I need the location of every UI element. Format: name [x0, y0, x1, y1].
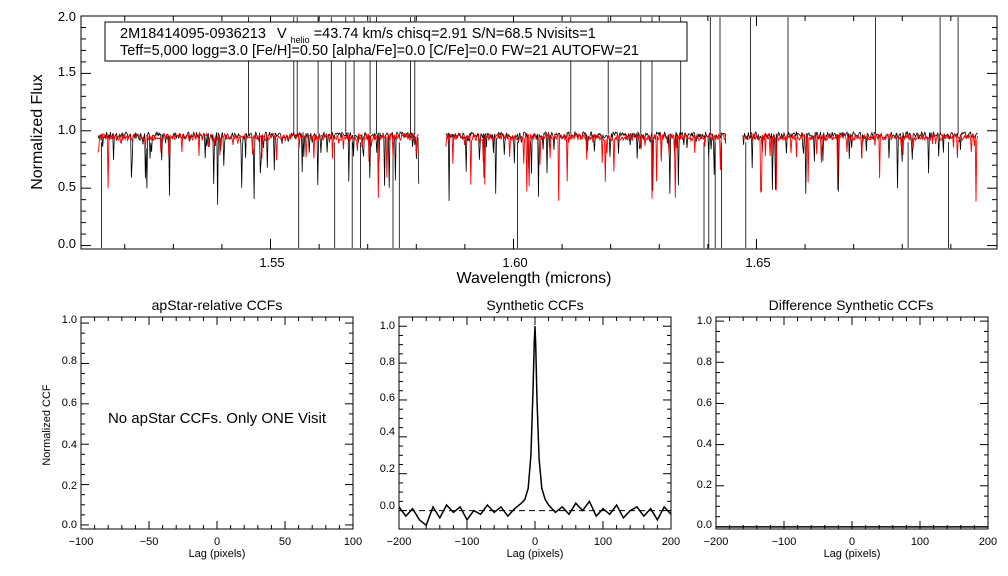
spectrum-xtick-1.60: 1.60 — [502, 255, 527, 270]
annotation-box — [104, 21, 688, 62]
difference-ccf-xtick-m100: −100 — [772, 536, 797, 548]
difference-ccf-ytick-0.6: 0.6 — [697, 397, 712, 409]
synthetic-ccf-title: Synthetic CCFs — [486, 297, 583, 313]
apstar-ccf-ylabel: Normalized CCF — [41, 384, 53, 466]
apstar-ccf-ytick-0.0: 0.0 — [62, 519, 77, 531]
synthetic-ccf-ytick-0.0: 0.0 — [380, 500, 395, 512]
apstar-ccf-xtick-m100: −100 — [69, 536, 94, 548]
synthetic-ccf-xtick-m100: −100 — [455, 536, 480, 548]
annotation-line-2: Teff=5,000 logg=3.0 [Fe/H]=0.50 [alpha/F… — [120, 43, 639, 59]
synthetic-ccf-ticks — [398, 317, 672, 529]
spectrum-ticks — [81, 15, 997, 249]
difference-ccf-ticks — [715, 317, 989, 529]
spectrum-panel: 2.0 1.5 1.0 0.5 0.0 1.55 1.60 1.65 Wavel… — [29, 9, 998, 287]
apstar-ccf-ytick-0.6: 0.6 — [62, 397, 77, 409]
annotation-v-value: =43.74 km/s chisq=2.91 S/N=68.5 Nvisits=… — [314, 26, 596, 42]
annotation-star-id: 2M18414095-0936213 — [120, 26, 266, 42]
apstar-ccf-xlabel: Lag (pixels) — [189, 548, 246, 560]
spectrum-ylabel: Normalized Flux — [29, 74, 46, 190]
synthetic-ccf-frame — [398, 316, 672, 530]
spectrum-xlabel: Wavelength (microns) — [456, 270, 611, 287]
spectrum-line-synthetic — [97, 132, 979, 202]
synthetic-ccf-xtick-0: 0 — [532, 536, 538, 548]
apstar-ccf-xtick-50: 50 — [279, 536, 291, 548]
apstar-ccf-xtick-0: 0 — [214, 536, 220, 548]
apstar-ccf-panel: apStar-relative CCFs 0.0 0.2 0.4 0.6 0.8… — [41, 297, 362, 560]
difference-ccf-ytick-1.0: 1.0 — [697, 315, 712, 327]
synthetic-ccf-xtick-m200: −200 — [387, 536, 412, 548]
difference-ccf-xtick-0: 0 — [849, 536, 855, 548]
synthetic-ccf-xlabel: Lag (pixels) — [507, 548, 564, 560]
synthetic-ccf-xtick-200: 200 — [662, 536, 680, 548]
difference-ccf-panel: Difference Synthetic CCFs 0.0 0.2 0.4 0.… — [697, 297, 997, 560]
difference-ccf-xtick-200: 200 — [979, 536, 997, 548]
apstar-ccf-xtick-m50: −50 — [140, 536, 159, 548]
difference-ccf-xtick-m200: −200 — [704, 536, 729, 548]
spectrum-ytick-0.5: 0.5 — [58, 179, 76, 194]
difference-ccf-ytick-0.8: 0.8 — [697, 356, 712, 368]
synthetic-ccf-ytick-0.6: 0.6 — [380, 392, 395, 404]
synthetic-ccf-ytick-0.2: 0.2 — [380, 463, 395, 475]
difference-ccf-xtick-100: 100 — [911, 536, 929, 548]
difference-ccf-ytick-0.2: 0.2 — [697, 479, 712, 491]
difference-ccf-ytick-0.4: 0.4 — [697, 438, 712, 450]
annotation-line-1: 2M18414095-0936213 V helio =43.74 km/s c… — [120, 26, 596, 47]
synthetic-ccf-xtick-100: 100 — [594, 536, 612, 548]
spectrum-plot-frame — [80, 15, 998, 250]
difference-ccf-ytick-0.0: 0.0 — [697, 519, 712, 531]
synthetic-ccf-ytick-0.4: 0.4 — [380, 426, 395, 438]
apstar-ccf-ytick-0.2: 0.2 — [62, 480, 77, 492]
synthetic-ccf-ytick-1.0: 1.0 — [380, 320, 395, 332]
spectrum-ytick-0.0: 0.0 — [58, 236, 76, 251]
synthetic-ccf-ytick-0.8: 0.8 — [380, 356, 395, 368]
spectrum-traces — [97, 17, 979, 248]
apstar-ccf-ytick-0.4: 0.4 — [62, 439, 77, 451]
spectrum-xtick-1.55: 1.55 — [259, 255, 284, 270]
spectrum-ytick-1.0: 1.0 — [58, 122, 76, 137]
difference-ccf-frame — [715, 316, 989, 530]
apstar-ccf-ticks — [80, 317, 354, 529]
annotation-v-label: V — [277, 26, 287, 42]
spectrum-ytick-2.0: 2.0 — [58, 9, 76, 24]
synthetic-ccf-panel: Synthetic CCFs 0.0 0.2 0.4 0.6 0.8 1.0 −… — [380, 297, 680, 560]
apstar-ccf-xtick-100: 100 — [344, 536, 362, 548]
spectrum-line-observed — [97, 17, 978, 248]
synthetic-ccf-line — [398, 326, 672, 527]
spectrum-xtick-1.65: 1.65 — [745, 255, 770, 270]
apstar-ccf-ytick-1.0: 1.0 — [62, 314, 77, 326]
apstar-ccf-title: apStar-relative CCFs — [152, 297, 283, 313]
spectrum-ytick-1.5: 1.5 — [58, 64, 76, 79]
difference-ccf-xlabel: Lag (pixels) — [824, 548, 881, 560]
annotation-v-sub: helio — [291, 35, 310, 45]
apstar-ccf-note: No apStar CCFs. Only ONE Visit — [108, 410, 327, 427]
difference-ccf-title: Difference Synthetic CCFs — [769, 297, 934, 313]
apstar-ccf-ytick-0.8: 0.8 — [62, 355, 77, 367]
